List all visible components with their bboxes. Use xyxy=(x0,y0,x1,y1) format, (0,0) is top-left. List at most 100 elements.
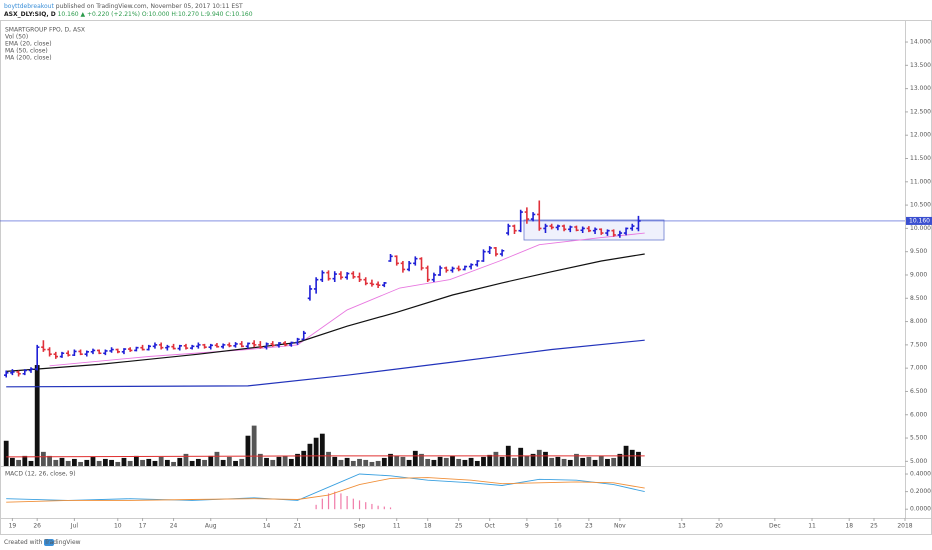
ohlc-bar xyxy=(295,337,300,345)
y-tick-label: 13.500 xyxy=(910,62,931,69)
y-tick-label: 6.500 xyxy=(910,388,927,395)
volume-bar xyxy=(456,458,462,466)
x-tick-label: 16 xyxy=(554,523,562,530)
ohlc-bar xyxy=(177,344,182,351)
ohlc-bar xyxy=(400,261,406,273)
x-tick-label: 23 xyxy=(585,523,593,530)
ma-line xyxy=(6,339,645,388)
ohlc-bar xyxy=(34,344,40,371)
y-tick-label: 6.000 xyxy=(910,411,927,418)
ohlc-bar xyxy=(183,343,189,350)
ohlc-bar xyxy=(338,271,344,280)
x-tick-label: Oct xyxy=(485,523,496,530)
ohlc-bar xyxy=(115,348,120,354)
volume-bar xyxy=(592,459,598,466)
volume-bar xyxy=(34,365,40,466)
ohlc-bar xyxy=(406,261,412,272)
ohlc-bar xyxy=(47,347,52,357)
ohlc-bar xyxy=(301,330,306,341)
macd-hist xyxy=(327,493,330,510)
volume-bar xyxy=(177,457,183,466)
volume-bar xyxy=(47,455,52,466)
volume-bar xyxy=(499,456,505,466)
y-tick-label: 7.500 xyxy=(910,341,927,348)
volume-bar xyxy=(543,451,548,466)
ohlc-bar xyxy=(53,351,58,359)
volume-bar xyxy=(288,458,294,466)
volume-bar xyxy=(9,457,15,466)
x-tick-label: 25 xyxy=(870,523,878,530)
ohlc-bar xyxy=(28,367,34,373)
volume-bar xyxy=(28,460,34,466)
ohlc-bar xyxy=(499,249,505,257)
volume-bar xyxy=(338,459,344,466)
volume-bar xyxy=(301,450,307,466)
volume-bar xyxy=(462,459,468,466)
ohlc-bar xyxy=(84,350,89,357)
x-tick-label: 14 xyxy=(263,523,271,530)
legend-entry: EMA (20, close) xyxy=(5,41,52,48)
ohlc-bar xyxy=(233,342,238,348)
macd-hist xyxy=(389,507,392,510)
volume-bar xyxy=(319,433,325,466)
volume-bar xyxy=(59,457,65,466)
ohlc-bar xyxy=(568,225,573,233)
x-tick-label: 20 xyxy=(715,523,723,530)
ohlc-bar xyxy=(630,223,635,231)
ohlc-bar xyxy=(127,347,133,352)
ohlc-bar xyxy=(258,341,263,349)
ohlc-bar xyxy=(599,228,604,235)
ohlc-bar xyxy=(636,215,641,232)
volume-bar xyxy=(530,453,536,466)
legend-title: SMARTGROUP FPO, D, ASX xyxy=(5,27,85,34)
x-tick-label: 11 xyxy=(808,523,816,530)
volume-bar xyxy=(344,457,350,466)
ohlc-bar xyxy=(444,266,449,273)
volume-bar xyxy=(350,460,356,466)
volume-bar xyxy=(617,453,623,466)
ohlc-bar xyxy=(3,370,9,378)
volume-bar xyxy=(164,459,170,466)
volume-bar xyxy=(474,460,480,466)
x-tick-label: Sep xyxy=(354,523,366,530)
ohlc-bar xyxy=(264,342,269,350)
ohlc-bar xyxy=(202,343,207,349)
ohlc-bar xyxy=(109,347,114,353)
y-tick-label: 0.4000 xyxy=(910,471,931,478)
volume-bar xyxy=(425,458,431,466)
volume-bar xyxy=(109,459,114,466)
ohlc-bar xyxy=(41,340,46,352)
volume-bar xyxy=(493,451,499,466)
ohlc-bar xyxy=(561,224,567,232)
legend-entry: MA (50, close) xyxy=(5,48,48,55)
volume-bar xyxy=(121,457,127,466)
volume-bar xyxy=(220,459,226,466)
ohlc-bar xyxy=(518,209,523,233)
macd-hist xyxy=(365,502,367,510)
volume-bar xyxy=(394,455,400,466)
volume-bar xyxy=(598,455,604,466)
volume-bar xyxy=(264,457,269,466)
ohlc-bar xyxy=(617,230,623,238)
volume-bar xyxy=(22,455,28,466)
ohlc-bar xyxy=(375,281,381,289)
volume-bar xyxy=(468,457,474,466)
volume-bar xyxy=(3,440,9,466)
ohlc-bar xyxy=(456,265,461,272)
ohlc-bar xyxy=(282,341,288,347)
volume-bar xyxy=(555,456,561,466)
volume-bar xyxy=(481,456,486,466)
ohlc-bar xyxy=(78,349,83,356)
ohlc-bar xyxy=(437,265,443,276)
volume-bar xyxy=(412,450,418,466)
x-tick-label: 13 xyxy=(678,523,686,530)
open: O:10.000 xyxy=(142,11,170,18)
ohlc-bar xyxy=(270,341,275,347)
volume-bar xyxy=(406,459,412,466)
ohlc-bar xyxy=(524,207,530,224)
volume-bar xyxy=(226,456,232,466)
author[interactable]: boyttdebreakout xyxy=(4,3,54,10)
volume-bar xyxy=(208,455,214,466)
